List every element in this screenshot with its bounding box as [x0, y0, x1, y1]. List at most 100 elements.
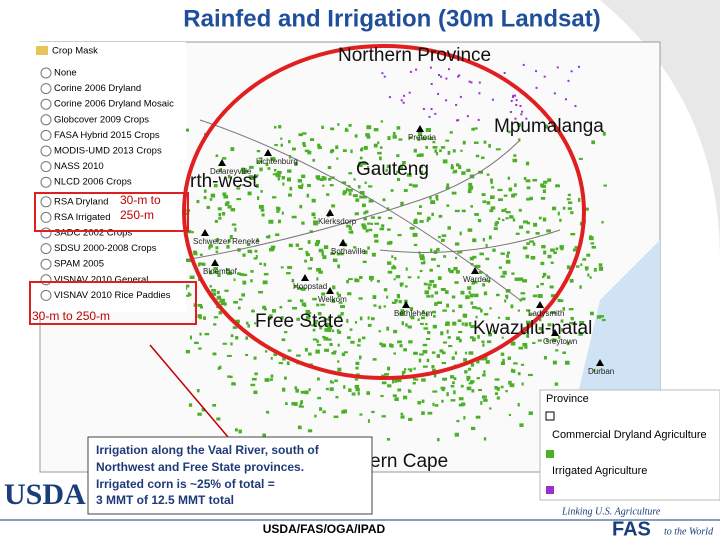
crop-pixel: [523, 176, 527, 181]
crop-pixel: [427, 283, 432, 286]
crop-pixel: [215, 154, 219, 158]
irrigated-pixel: [512, 95, 515, 98]
crop-pixel: [289, 186, 293, 191]
crop-pixel: [298, 405, 302, 408]
crop-pixel: [314, 414, 317, 418]
crop-pixel: [272, 173, 277, 176]
tagline: Linking U.S. Agriculture: [561, 506, 661, 517]
crop-pixel: [357, 391, 360, 396]
irrigated-pixel: [429, 66, 432, 69]
crop-pixel: [348, 388, 352, 392]
crop-pixel: [386, 164, 390, 169]
crop-pixel: [277, 177, 280, 181]
irrigated-pixel: [459, 95, 462, 98]
crop-pixel: [337, 368, 340, 371]
crop-pixel: [471, 127, 475, 131]
crop-pixel: [440, 146, 446, 149]
layer-item: None: [54, 68, 77, 79]
crop-pixel: [394, 299, 398, 303]
crop-pixel: [323, 337, 329, 341]
crop-pixel: [447, 336, 451, 339]
crop-pixel: [445, 321, 450, 324]
crop-pixel: [486, 201, 491, 205]
crop-pixel: [562, 351, 567, 354]
crop-pixel: [440, 238, 445, 242]
crop-pixel: [344, 129, 349, 132]
crop-pixel: [256, 183, 259, 188]
crop-pixel: [413, 351, 418, 355]
crop-pixel: [442, 377, 448, 381]
crop-pixel: [481, 340, 485, 343]
crop-pixel: [482, 343, 485, 347]
crop-pixel: [552, 206, 557, 211]
irrigated-pixel: [408, 91, 411, 94]
crop-pixel: [313, 220, 318, 224]
crop-pixel: [557, 211, 560, 216]
crop-pixel: [387, 270, 393, 274]
crop-pixel: [550, 248, 555, 252]
layer-item: MODIS-UMD 2013 Crops: [54, 146, 162, 157]
crop-pixel: [326, 338, 332, 341]
crop-pixel: [448, 344, 453, 348]
crop-pixel: [488, 235, 492, 240]
crop-pixel: [331, 352, 337, 355]
crop-pixel: [446, 183, 450, 187]
crop-pixel: [447, 226, 451, 230]
crop-pixel: [366, 125, 372, 130]
crop-pixel: [434, 291, 439, 295]
crop-pixel: [547, 254, 552, 259]
crop-pixel: [482, 200, 487, 204]
crop-pixel: [417, 276, 420, 279]
crop-pixel: [489, 209, 494, 213]
crop-pixel: [490, 181, 493, 185]
crop-pixel: [413, 243, 418, 247]
crop-pixel: [468, 351, 474, 355]
crop-pixel: [347, 292, 352, 296]
crop-pixel: [361, 336, 366, 340]
crop-pixel: [213, 271, 219, 274]
crop-pixel: [466, 386, 472, 391]
crop-pixel: [501, 336, 504, 339]
crop-pixel: [378, 330, 381, 333]
crop-pixel: [194, 341, 199, 345]
crop-pixel: [379, 342, 382, 346]
layer-item: RSA Dryland: [54, 196, 108, 207]
crop-pixel: [329, 387, 334, 392]
crop-pixel: [371, 317, 375, 321]
irrigated-pixel: [381, 72, 384, 75]
crop-pixel: [236, 187, 241, 190]
crop-pixel: [543, 180, 548, 184]
crop-pixel: [434, 302, 438, 306]
crop-pixel: [431, 212, 434, 217]
crop-pixel: [197, 412, 202, 416]
crop-pixel: [429, 268, 433, 272]
layer-item: VISNAV 2010 Rice Paddies: [54, 290, 171, 301]
crop-pixel: [483, 399, 488, 402]
crop-pixel: [300, 400, 303, 404]
crop-pixel: [302, 141, 306, 146]
legend: Province Commercial Dryland Agriculture …: [539, 389, 720, 501]
crop-pixel: [396, 154, 400, 158]
crop-pixel: [317, 312, 322, 316]
legend-swatch: [545, 411, 555, 421]
crop-pixel: [557, 335, 561, 339]
crop-pixel: [372, 358, 377, 361]
crop-pixel: [408, 183, 413, 186]
crop-pixel: [318, 248, 324, 253]
town-marker: [596, 359, 604, 366]
irrigated-pixel: [430, 108, 433, 111]
crop-pixel: [436, 247, 440, 252]
crop-pixel: [513, 362, 518, 365]
crop-pixel: [475, 154, 480, 158]
crop-pixel: [245, 336, 249, 340]
crop-pixel: [339, 252, 344, 256]
radio-button: [40, 274, 52, 286]
crop-pixel: [337, 123, 340, 126]
crop-pixel: [261, 213, 265, 217]
crop-pixel: [442, 159, 448, 164]
crop-pixel: [338, 301, 343, 304]
crop-pixel: [413, 218, 418, 222]
crop-pixel: [418, 205, 422, 208]
crop-pixel: [414, 378, 419, 381]
usda-logo: USDA: [4, 478, 86, 511]
